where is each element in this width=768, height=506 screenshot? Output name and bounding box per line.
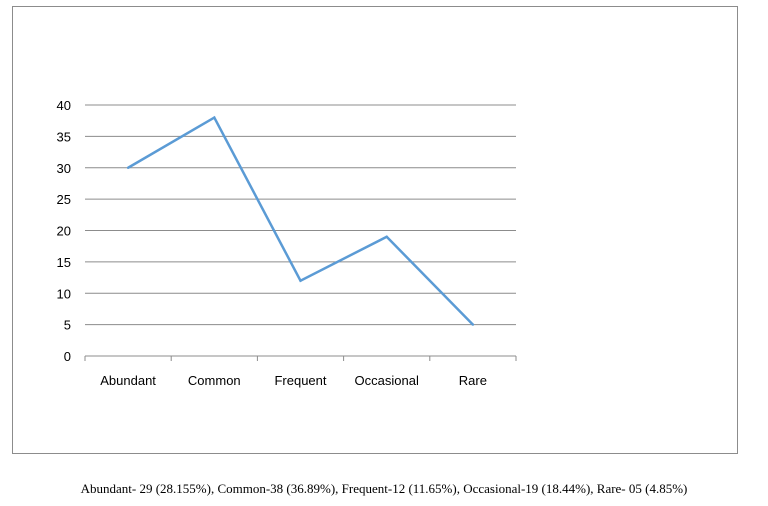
data-point bbox=[299, 279, 302, 282]
x-tick-label: Abundant bbox=[100, 373, 156, 388]
x-tick-label: Frequent bbox=[274, 373, 326, 388]
x-tick-label: Occasional bbox=[355, 373, 419, 388]
y-tick-label: 35 bbox=[57, 129, 71, 144]
y-tick-label: 10 bbox=[57, 286, 71, 301]
data-point bbox=[126, 166, 130, 169]
y-tick-label: 20 bbox=[57, 224, 71, 239]
chart-caption: Abundant- 29 (28.155%), Common-38 (36.89… bbox=[80, 481, 688, 496]
y-tick-label: 25 bbox=[57, 192, 71, 207]
data-point bbox=[385, 235, 388, 238]
data-point bbox=[213, 116, 216, 119]
line-chart: 0 5 10 15 20 25 30 35 40 Abundant Common Frequent Oc… bbox=[57, 98, 517, 388]
y-tick-label: 30 bbox=[57, 161, 71, 176]
y-tick-label: 40 bbox=[57, 98, 71, 113]
data-point bbox=[471, 323, 475, 326]
x-tick-label: Common bbox=[188, 373, 241, 388]
y-tick-label: 15 bbox=[57, 255, 71, 270]
x-tick-label: Rare bbox=[459, 373, 487, 388]
y-tick-label: 5 bbox=[64, 318, 71, 333]
y-tick-label: 0 bbox=[64, 349, 71, 364]
